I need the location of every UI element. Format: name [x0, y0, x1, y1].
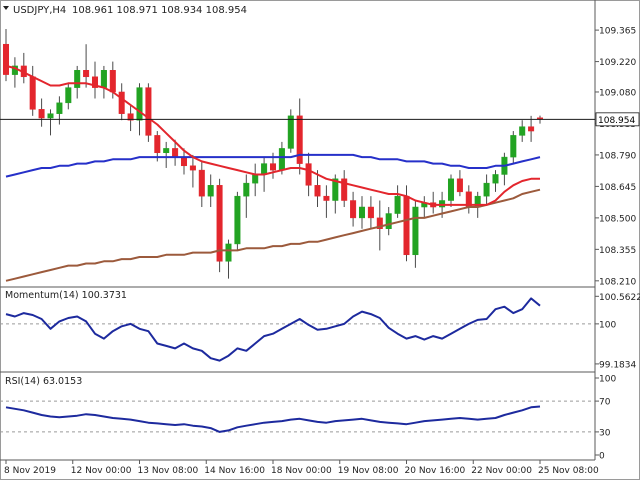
bull-candle	[163, 148, 170, 154]
rsi-axis-label: 70	[599, 398, 611, 408]
bull-candle	[385, 213, 392, 229]
price-axis-label: 108.355	[599, 246, 636, 256]
price-axis-label: 108.500	[599, 214, 636, 224]
bull-candle	[492, 174, 499, 184]
momentum-title: Momentum(14) 100.3731	[5, 290, 127, 301]
bear-candle	[403, 195, 410, 256]
bull-candle	[234, 195, 241, 245]
rsi-axis-label: 100	[599, 375, 616, 385]
bear-candle	[127, 113, 134, 121]
bull-candle	[100, 70, 107, 88]
price-axis-label: 108.790	[599, 151, 636, 161]
bull-candle	[65, 87, 72, 104]
bull-candle	[136, 87, 143, 121]
bull-candle	[412, 206, 419, 256]
bear-candle	[172, 148, 179, 158]
bear-candle	[350, 200, 357, 219]
time-axis-label: 20 Nov 16:00	[405, 466, 466, 476]
bull-candle	[447, 178, 455, 201]
momentum-axis-label: 99.1834	[599, 360, 636, 370]
bear-candle	[38, 109, 45, 119]
price-axis-label: 109.080	[599, 88, 636, 98]
bull-candle	[287, 115, 294, 149]
bull-candle	[243, 182, 250, 197]
ma-slow-line	[5, 188, 541, 282]
ma-mid-line	[5, 153, 541, 178]
bear-candle	[296, 115, 303, 164]
bear-candle	[189, 165, 196, 171]
current-price-box	[595, 112, 640, 127]
time-axis-label: 13 Nov 08:00	[138, 466, 199, 476]
bull-candle	[74, 70, 81, 88]
momentum-line	[5, 297, 541, 362]
bull-candle	[56, 102, 63, 114]
time-axis-label: 25 Nov 08:00	[538, 466, 599, 476]
triangle-down-icon[interactable]	[3, 6, 9, 10]
time-axis-label: 22 Nov 00:00	[471, 466, 532, 476]
bull-candle	[207, 185, 214, 197]
bull-candle	[332, 178, 339, 201]
price-axis-label: 109.365	[599, 27, 636, 37]
momentum-axis-label: 100.5622	[599, 293, 640, 303]
bear-candle	[269, 163, 277, 171]
rsi-line	[5, 405, 541, 433]
bull-candle	[278, 148, 285, 171]
current-price-label: 108.954	[598, 116, 635, 126]
time-axis-label: 8 Nov 2019	[4, 466, 56, 476]
time-axis-label: 18 Nov 00:00	[271, 466, 332, 476]
bear-candle	[216, 185, 223, 262]
bull-candle	[510, 135, 517, 158]
bull-candle	[358, 206, 366, 219]
bear-candle	[456, 178, 463, 193]
rsi-axis-label: 30	[599, 428, 611, 438]
price-axis-label: 108.645	[599, 183, 636, 193]
rsi-title: RSI(14) 63.0153	[5, 376, 82, 387]
bear-candle	[305, 163, 312, 186]
bear-candle	[145, 87, 152, 136]
bear-candle	[83, 70, 90, 78]
bear-candle	[29, 76, 36, 110]
bear-candle	[341, 178, 348, 201]
symbol-label: USDJPY,H4	[13, 5, 66, 16]
momentum-axis-label: 100	[599, 320, 616, 330]
bull-candle	[225, 243, 232, 262]
bull-candle	[47, 113, 54, 119]
bear-candle	[198, 169, 205, 197]
bear-candle	[2, 43, 10, 75]
price-axis-label: 108.210	[599, 277, 636, 287]
price-axis-label: 109.220	[599, 58, 636, 68]
bear-candle	[180, 156, 188, 167]
bull-candle	[261, 163, 268, 175]
bull-candle	[394, 195, 401, 214]
bear-candle	[118, 91, 125, 114]
bear-candle	[323, 195, 330, 201]
rsi-axis-label: 0	[599, 452, 605, 462]
bear-candle	[91, 76, 99, 88]
time-axis-label: 19 Nov 08:00	[338, 466, 399, 476]
time-axis-label: 14 Nov 16:00	[204, 466, 265, 476]
bull-candle	[483, 182, 490, 197]
bull-candle	[252, 174, 259, 184]
bull-candle	[439, 200, 446, 208]
bear-candle	[109, 70, 116, 93]
bear-candle	[528, 126, 535, 132]
bull-candle	[519, 126, 526, 136]
time-axis-label: 12 Nov 00:00	[71, 466, 132, 476]
bear-candle	[314, 185, 321, 197]
bear-candle	[367, 206, 374, 219]
ohlc-readout: 108.961 108.971 108.934 108.954	[72, 5, 247, 16]
bear-candle	[154, 135, 161, 154]
ma-fast-line	[5, 64, 540, 206]
bear-candle	[376, 217, 383, 229]
